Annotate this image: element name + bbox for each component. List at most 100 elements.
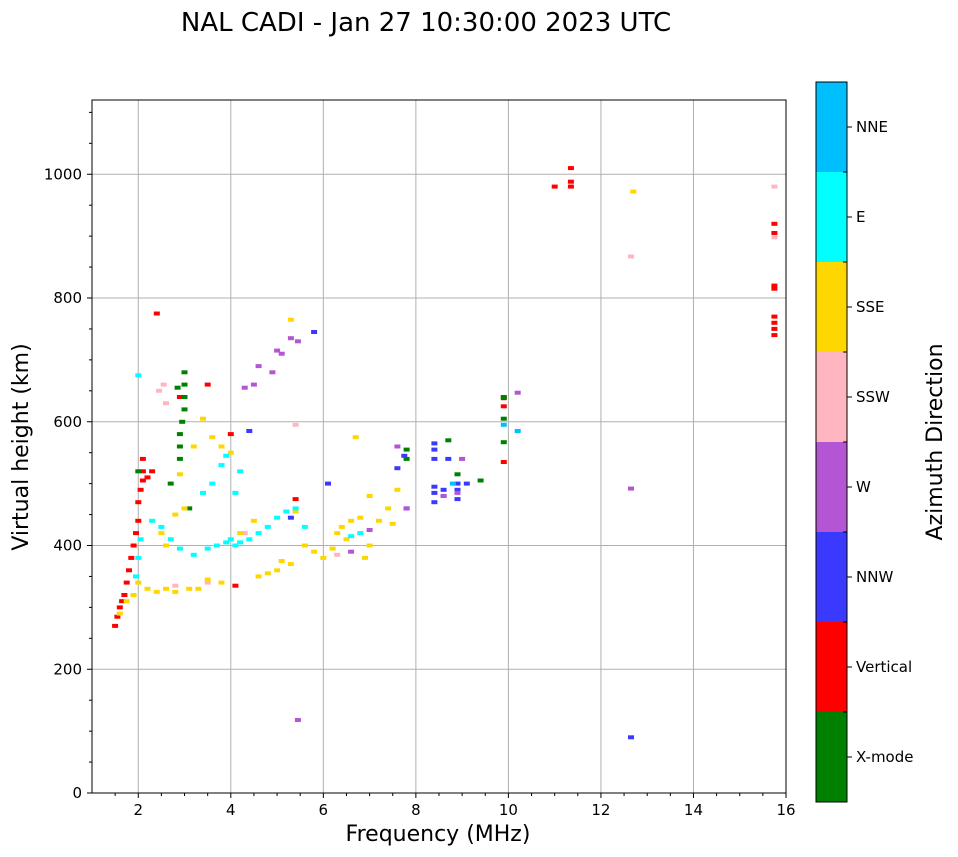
data-point [130,593,137,597]
y-tick-label: 600 [53,413,82,431]
data-point [431,484,438,489]
data-point [176,546,183,551]
data-point [500,440,507,445]
data-point [338,524,345,529]
data-point [348,518,355,523]
data-point [454,472,461,477]
data-point [181,370,188,375]
data-point [628,735,634,740]
x-axis-label: Frequency (MHz) [346,822,531,847]
data-point [375,518,382,523]
data-point [343,537,350,542]
data-point [771,314,778,319]
series-nne [449,422,521,486]
data-point [500,422,507,427]
data-point [362,555,368,560]
data-point [500,404,507,409]
colorbar-segment [816,532,847,622]
data-point [158,531,165,536]
data-point [227,450,234,455]
data-point [403,447,410,452]
data-point [135,469,142,474]
data-point [278,351,285,356]
data-point [329,546,336,551]
data-point [200,416,206,421]
data-point [237,531,244,536]
data-point [264,571,271,576]
data-point [128,555,135,560]
data-point [500,460,507,464]
data-point [176,395,183,399]
data-point [357,515,364,520]
data-point [348,549,355,554]
data-point [167,481,174,486]
data-point [135,518,142,523]
data-point [176,444,183,449]
colorbar-segment [816,352,847,442]
data-point [445,438,452,443]
gridlines [92,100,787,794]
colorbar-label: W [856,478,871,496]
data-point [628,486,634,491]
colorbar-label: NNW [856,568,893,586]
data-point [431,441,438,446]
data-point [116,605,123,610]
data-point [186,586,193,591]
data-point [394,466,401,471]
data-point [190,444,197,449]
data-point [274,515,281,520]
colorbar-segment [816,442,847,532]
data-point [241,531,248,536]
series-w [241,336,634,722]
data-point [500,395,507,399]
data-point [771,231,778,235]
colorbar-label: Vertical [856,658,912,676]
chart-title: NAL CADI - Jan 27 10:30:00 2023 UTC [181,8,671,38]
data-point [301,524,308,529]
data-point [135,555,142,560]
data-point [232,490,239,495]
data-point [287,562,294,567]
series-nnw [246,330,634,740]
data-point [204,580,211,585]
colorbar-label: E [856,208,865,226]
data-point [366,494,373,498]
data-point [454,481,461,486]
data-point [500,416,507,421]
colorbar-segment [816,262,847,352]
data-point [144,475,151,480]
data-point [209,481,216,486]
data-point [137,537,144,542]
y-tick-label: 800 [53,289,82,307]
data-point [179,419,186,424]
series-x-mode [135,370,507,511]
data-point [200,490,206,495]
data-point [123,599,130,604]
data-point [158,524,165,529]
data-point [204,577,211,582]
data-point [771,286,778,291]
data-point [278,559,285,563]
x-tick-label: 6 [319,801,329,819]
data-point [454,487,461,492]
data-point [771,333,778,338]
data-point [116,611,123,616]
data-point [551,184,558,189]
data-point [218,463,225,468]
data-point [250,382,257,387]
data-point [283,509,290,514]
data-point [246,429,253,433]
data-point [287,515,294,520]
y-tick-label: 1000 [44,165,82,183]
data-point [139,456,146,461]
x-tick-label: 12 [591,801,610,819]
data-point [130,543,137,548]
data-point [255,574,262,579]
colorbar-segment [816,712,847,802]
data-point [292,506,299,511]
colorbar-segment [816,172,847,262]
data-point [213,543,220,548]
data-point [514,429,521,433]
data-point [250,518,257,523]
